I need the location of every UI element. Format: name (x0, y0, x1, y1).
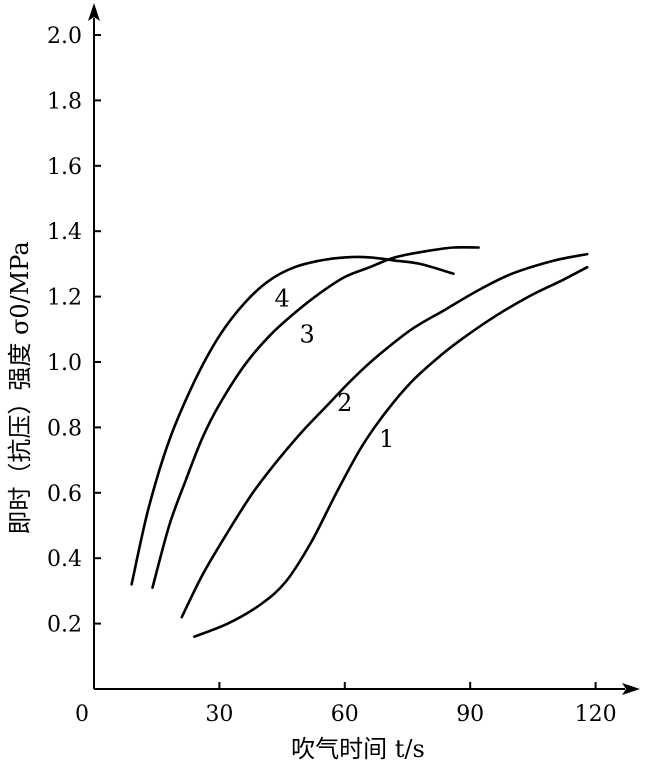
series-layer (130, 245, 589, 638)
y-axis-title: 即时（抗压）强度 σ0/MPa (6, 241, 34, 534)
y-tick-label: 1.4 (47, 220, 82, 245)
series-line-4 (130, 255, 455, 586)
x-tick-label: 0 (75, 702, 89, 727)
x-axis-arrow-icon (622, 683, 640, 695)
y-tick-label: 0.2 (47, 613, 82, 638)
x-tick-label: 120 (575, 702, 617, 727)
curve-label-1: 1 (379, 425, 394, 453)
y-ticks: 0.2 0.4 0.6 0.8 1.0 1.2 1.4 1.6 1.8 2.0 (47, 24, 101, 638)
y-axis-arrow-icon (88, 3, 100, 21)
x-tick-label: 90 (456, 702, 484, 727)
y-tick-label: 1.0 (47, 351, 82, 376)
series-line-3 (151, 245, 480, 589)
y-tick-label: 1.8 (47, 89, 82, 114)
x-tick-label: 60 (331, 702, 359, 727)
x-ticks: 0 30 60 90 120 (75, 682, 617, 727)
y-tick-label: 1.2 (47, 286, 82, 311)
series-line-1 (193, 265, 589, 638)
x-tick-label: 30 (205, 702, 233, 727)
y-tick-label: 0.4 (47, 547, 82, 572)
curve-label-3: 3 (300, 320, 315, 348)
y-tick-label: 0.8 (47, 416, 82, 441)
curve-label-4: 4 (274, 284, 289, 312)
y-tick-label: 1.6 (47, 155, 82, 180)
x-axis-title: 吹气时间 t/s (291, 735, 425, 763)
curve-label-2: 2 (337, 389, 352, 417)
plot-area: 0 30 60 90 120 0.2 0.4 0.6 0.8 1.0 1.2 1.4 1.6 1.8 2.… (47, 3, 640, 727)
curve-labels: 12 34 (274, 284, 394, 453)
y-tick-label: 2.0 (47, 24, 82, 49)
series-line-2 (180, 252, 589, 619)
y-tick-label: 0.6 (47, 482, 82, 507)
